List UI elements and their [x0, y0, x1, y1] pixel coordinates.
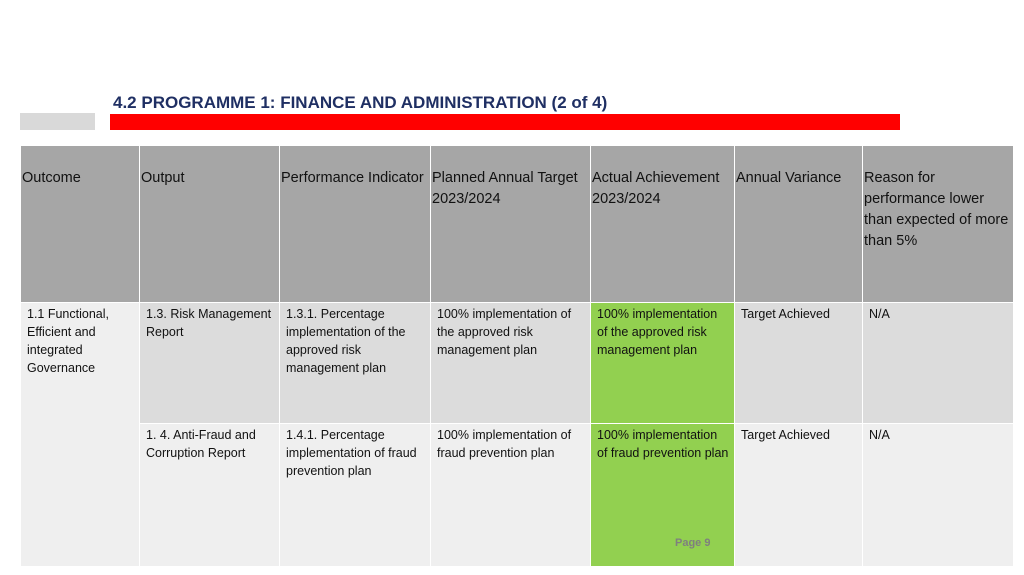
- title-gray-accent: [20, 113, 95, 130]
- header-output: Output: [139, 145, 280, 303]
- reason-cell: N/A: [862, 423, 1014, 567]
- table-row: 1. 4. Anti-Fraud and Corruption Report 1…: [21, 423, 1014, 567]
- table-row: 1.1 Functional, Efficient and integrated…: [20, 302, 1014, 567]
- variance-cell: Target Achieved Page 9: [675, 423, 863, 567]
- performance-table: Outcome Output Performance Indicator Pla…: [20, 145, 1014, 567]
- actual-cell: 100% implementation of fraud prevention …: [590, 423, 735, 567]
- indicator-cell: 1.3.1. Percentage implementation of the …: [279, 302, 431, 424]
- output-cell: 1.3. Risk Management Report: [139, 302, 280, 424]
- variance-cell: Target Achieved: [734, 302, 863, 424]
- outcome-cell: 1.1 Functional, Efficient and integrated…: [20, 302, 140, 567]
- actual-cell: 100% implementation of the approved risk…: [590, 302, 735, 424]
- variance-text: Target Achieved: [741, 428, 830, 442]
- table-header-row: Outcome Output Performance Indicator Pla…: [20, 145, 1014, 303]
- title-red-underline: [110, 114, 900, 130]
- header-planned-target: Planned Annual Target 2023/2024: [430, 145, 591, 303]
- indicator-cell: 1.4.1. Percentage implementation of frau…: [279, 423, 431, 567]
- header-annual-variance: Annual Variance: [734, 145, 863, 303]
- target-cell: 100% implementation of the approved risk…: [430, 302, 591, 424]
- header-performance-indicator: Performance Indicator: [279, 145, 431, 303]
- output-cell: 1. 4. Anti-Fraud and Corruption Report: [139, 423, 280, 567]
- page-title: 4.2 PROGRAMME 1: FINANCE AND ADMINISTRAT…: [113, 93, 608, 112]
- page-number: Page 9: [675, 537, 711, 549]
- header-outcome: Outcome: [20, 145, 140, 303]
- header-reason: Reason for performance lower than expect…: [862, 145, 1014, 303]
- reason-cell: N/A: [862, 302, 1014, 424]
- target-cell: 100% implementation of fraud prevention …: [430, 423, 591, 567]
- header-actual-achievement: Actual Achievement 2023/2024: [590, 145, 735, 303]
